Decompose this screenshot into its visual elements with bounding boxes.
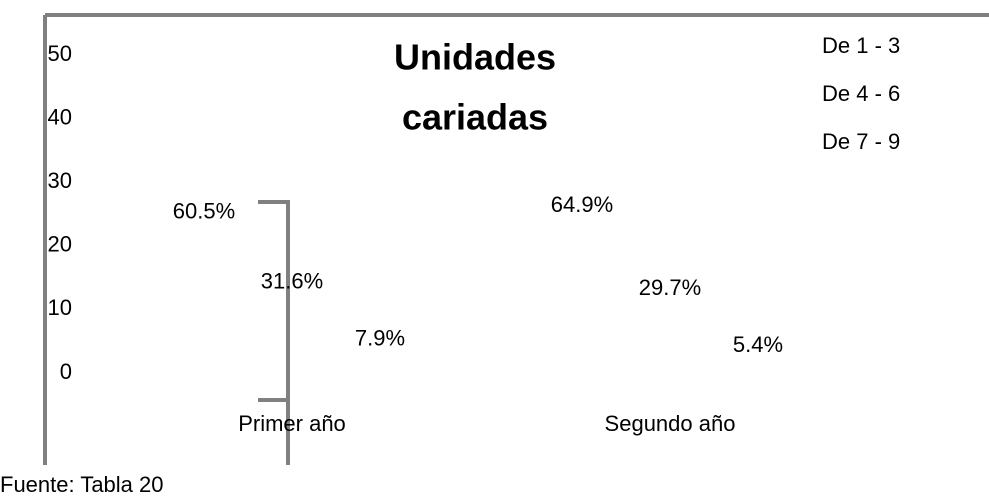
bar (350, 353, 410, 373)
y-tick-label: 10 (48, 295, 72, 320)
data-label: 60.5% (173, 199, 235, 224)
bar (728, 360, 788, 373)
legend-label: De 1 - 3 (822, 33, 900, 58)
data-label: 5.4% (733, 332, 783, 357)
data-label: 31.6% (261, 268, 323, 293)
y-tick-label: 20 (48, 232, 72, 257)
y-tick-label: 30 (48, 168, 72, 193)
bar (640, 303, 700, 373)
y-tick-label: 0 (60, 359, 72, 384)
bracket (258, 200, 290, 465)
chart-title: Unidades (394, 37, 556, 78)
data-label: 7.9% (355, 326, 405, 351)
bar (174, 226, 234, 373)
source-note: Fuente: Tabla 20 (0, 472, 164, 497)
legend-label: De 7 - 9 (822, 129, 900, 154)
data-label: 29.7% (639, 275, 701, 300)
y-tick-label: 40 (48, 104, 72, 129)
legend-label: De 4 - 6 (822, 81, 900, 106)
x-tick-label: Segundo año (605, 411, 736, 436)
bar (262, 296, 322, 373)
chart-title: cariadas (402, 97, 548, 138)
y-tick-label: 50 (48, 41, 72, 66)
bar (552, 220, 612, 373)
data-label: 64.9% (551, 192, 613, 217)
x-tick-label: Primer año (238, 411, 346, 436)
